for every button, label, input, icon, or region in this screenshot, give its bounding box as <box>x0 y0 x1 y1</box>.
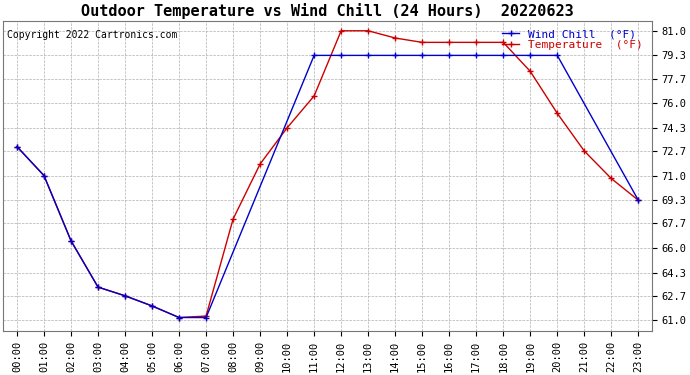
Legend: Wind Chill  (°F), Temperature  (°F): Wind Chill (°F), Temperature (°F) <box>500 27 645 52</box>
Text: Copyright 2022 Cartronics.com: Copyright 2022 Cartronics.com <box>7 30 177 40</box>
Title: Outdoor Temperature vs Wind Chill (24 Hours)  20220623: Outdoor Temperature vs Wind Chill (24 Ho… <box>81 3 574 20</box>
